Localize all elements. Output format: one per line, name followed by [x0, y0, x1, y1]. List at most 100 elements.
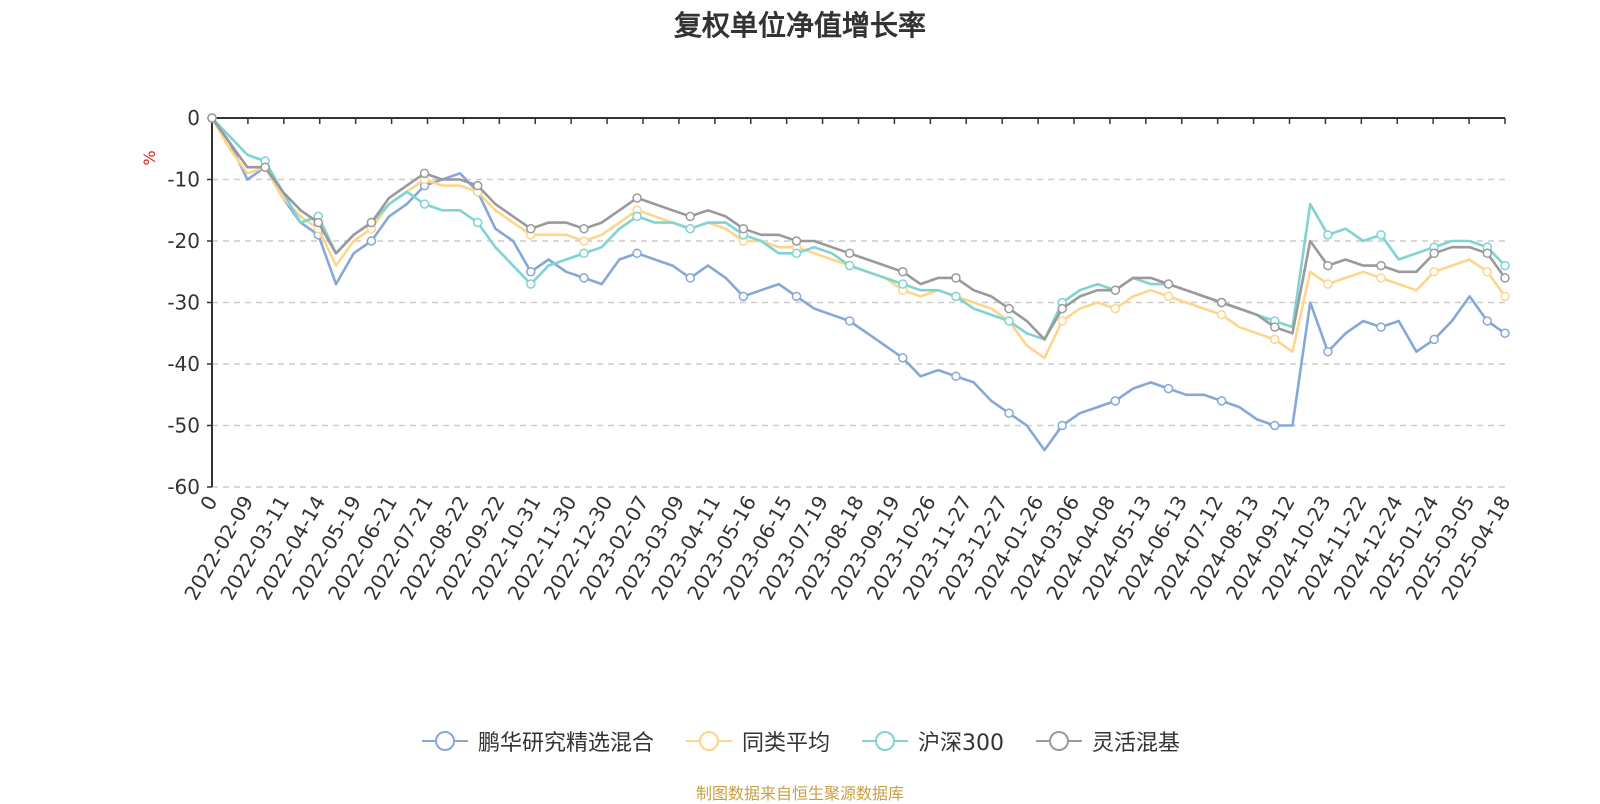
- data-point: [1269, 334, 1280, 345]
- data-point: [1429, 248, 1439, 259]
- data-point: [632, 248, 642, 259]
- data-point: [1004, 408, 1014, 418]
- data-point: [791, 291, 802, 302]
- legend-item[interactable]: 灵活混基: [1034, 725, 1180, 757]
- data-point: [898, 279, 908, 289]
- data-point: [951, 371, 961, 382]
- data-point: [1500, 291, 1510, 302]
- data-point: [685, 211, 695, 222]
- data-point: [313, 217, 324, 228]
- y-axis-title: %: [140, 150, 159, 165]
- data-point: [1057, 303, 1067, 314]
- data-point: [1110, 285, 1121, 295]
- data-point: [579, 223, 589, 234]
- data-point: [1269, 322, 1280, 332]
- legend-marker-icon: [685, 731, 732, 751]
- data-point: [419, 168, 430, 179]
- data-point: [1429, 267, 1439, 277]
- data-point: [951, 291, 961, 302]
- data-point: [791, 236, 802, 246]
- data-point: [898, 267, 908, 277]
- y-tick-label: -30: [167, 291, 200, 315]
- series-line: [210, 117, 1507, 360]
- data-point: [898, 353, 908, 363]
- chart-title: 复权单位净值增长率: [673, 9, 926, 42]
- data-point: [1482, 248, 1493, 259]
- data-point: [632, 211, 642, 222]
- data-point: [685, 273, 695, 283]
- y-tick-label: -50: [167, 414, 200, 438]
- series-3: [207, 113, 1510, 341]
- legend-label: 鹏华研究精选混合: [477, 731, 654, 756]
- data-point: [579, 236, 589, 246]
- data-point: [1216, 297, 1227, 308]
- data-point: [1323, 260, 1333, 271]
- legend-marker-icon: [1036, 731, 1082, 751]
- legend-item[interactable]: 同类平均: [684, 725, 830, 757]
- legend-marker-icon: [421, 731, 468, 751]
- data-point: [1004, 316, 1014, 326]
- data-point: [1482, 316, 1493, 326]
- data-point: [1163, 279, 1174, 289]
- gridlines: [212, 178, 1505, 488]
- data-point: [419, 199, 430, 209]
- data-point: [632, 193, 642, 203]
- data-point: [1110, 396, 1121, 406]
- data-point: [366, 236, 377, 246]
- data-point: [791, 248, 802, 259]
- data-point: [526, 267, 536, 277]
- data-point: [844, 316, 855, 326]
- data-point: [1323, 279, 1333, 289]
- data-point: [1429, 334, 1439, 345]
- data-point: [951, 273, 961, 283]
- data-point: [260, 162, 270, 172]
- data-point: [1376, 260, 1386, 271]
- y-tick-label: -20: [167, 229, 200, 253]
- series-1: [207, 113, 1510, 360]
- data-point: [844, 248, 855, 259]
- data-point: [1323, 346, 1333, 357]
- data-point: [1004, 303, 1014, 314]
- data-point: [1500, 260, 1510, 271]
- y-axis-label: %: [140, 150, 159, 165]
- data-point: [685, 223, 695, 234]
- data-point: [366, 217, 377, 228]
- legend-label: 沪深300: [918, 731, 1004, 756]
- data-point: [579, 273, 589, 283]
- data-point: [1376, 273, 1386, 283]
- data-point: [472, 217, 483, 228]
- data-point: [1216, 396, 1227, 406]
- data-point: [1323, 230, 1333, 240]
- data-point: [1269, 420, 1280, 431]
- data-point: [1057, 316, 1067, 326]
- data-point: [1482, 267, 1493, 277]
- data-point: [1216, 310, 1227, 320]
- axes: 0-10-20-30-40-50-6002022-02-092022-03-11…: [167, 106, 1515, 604]
- x-tick-label: 0: [195, 492, 222, 515]
- legend-label: 灵活混基: [1092, 731, 1181, 756]
- y-tick-label: -60: [167, 475, 200, 499]
- series-0: [207, 113, 1510, 452]
- legend-marker-icon: [862, 731, 908, 751]
- source-note: 制图数据来自恒生聚源数据库: [695, 784, 904, 803]
- data-point: [207, 113, 217, 123]
- y-tick-label: 0: [187, 106, 200, 130]
- data-point: [526, 223, 536, 234]
- data-point: [1163, 291, 1174, 302]
- legend-item[interactable]: 鹏华研究精选混合: [420, 725, 654, 757]
- line-chart: 0-10-20-30-40-50-6002022-02-092022-03-11…: [140, 106, 1515, 604]
- data-point: [1500, 328, 1510, 338]
- series-line: [210, 117, 1506, 452]
- legend: 鹏华研究精选混合 同类平均 沪深300 灵活混基: [0, 725, 1600, 757]
- data-point: [844, 260, 855, 271]
- series-2: [207, 113, 1510, 341]
- legend-item[interactable]: 沪深300: [860, 725, 1004, 757]
- data-point: [1110, 303, 1121, 314]
- legend-label: 同类平均: [741, 731, 830, 756]
- y-tick-label: -40: [167, 352, 200, 376]
- data-point: [1500, 273, 1510, 283]
- data-point: [1376, 230, 1386, 240]
- data-point: [1376, 322, 1386, 332]
- y-tick-label: -10: [167, 168, 200, 192]
- series-lines: [207, 113, 1510, 452]
